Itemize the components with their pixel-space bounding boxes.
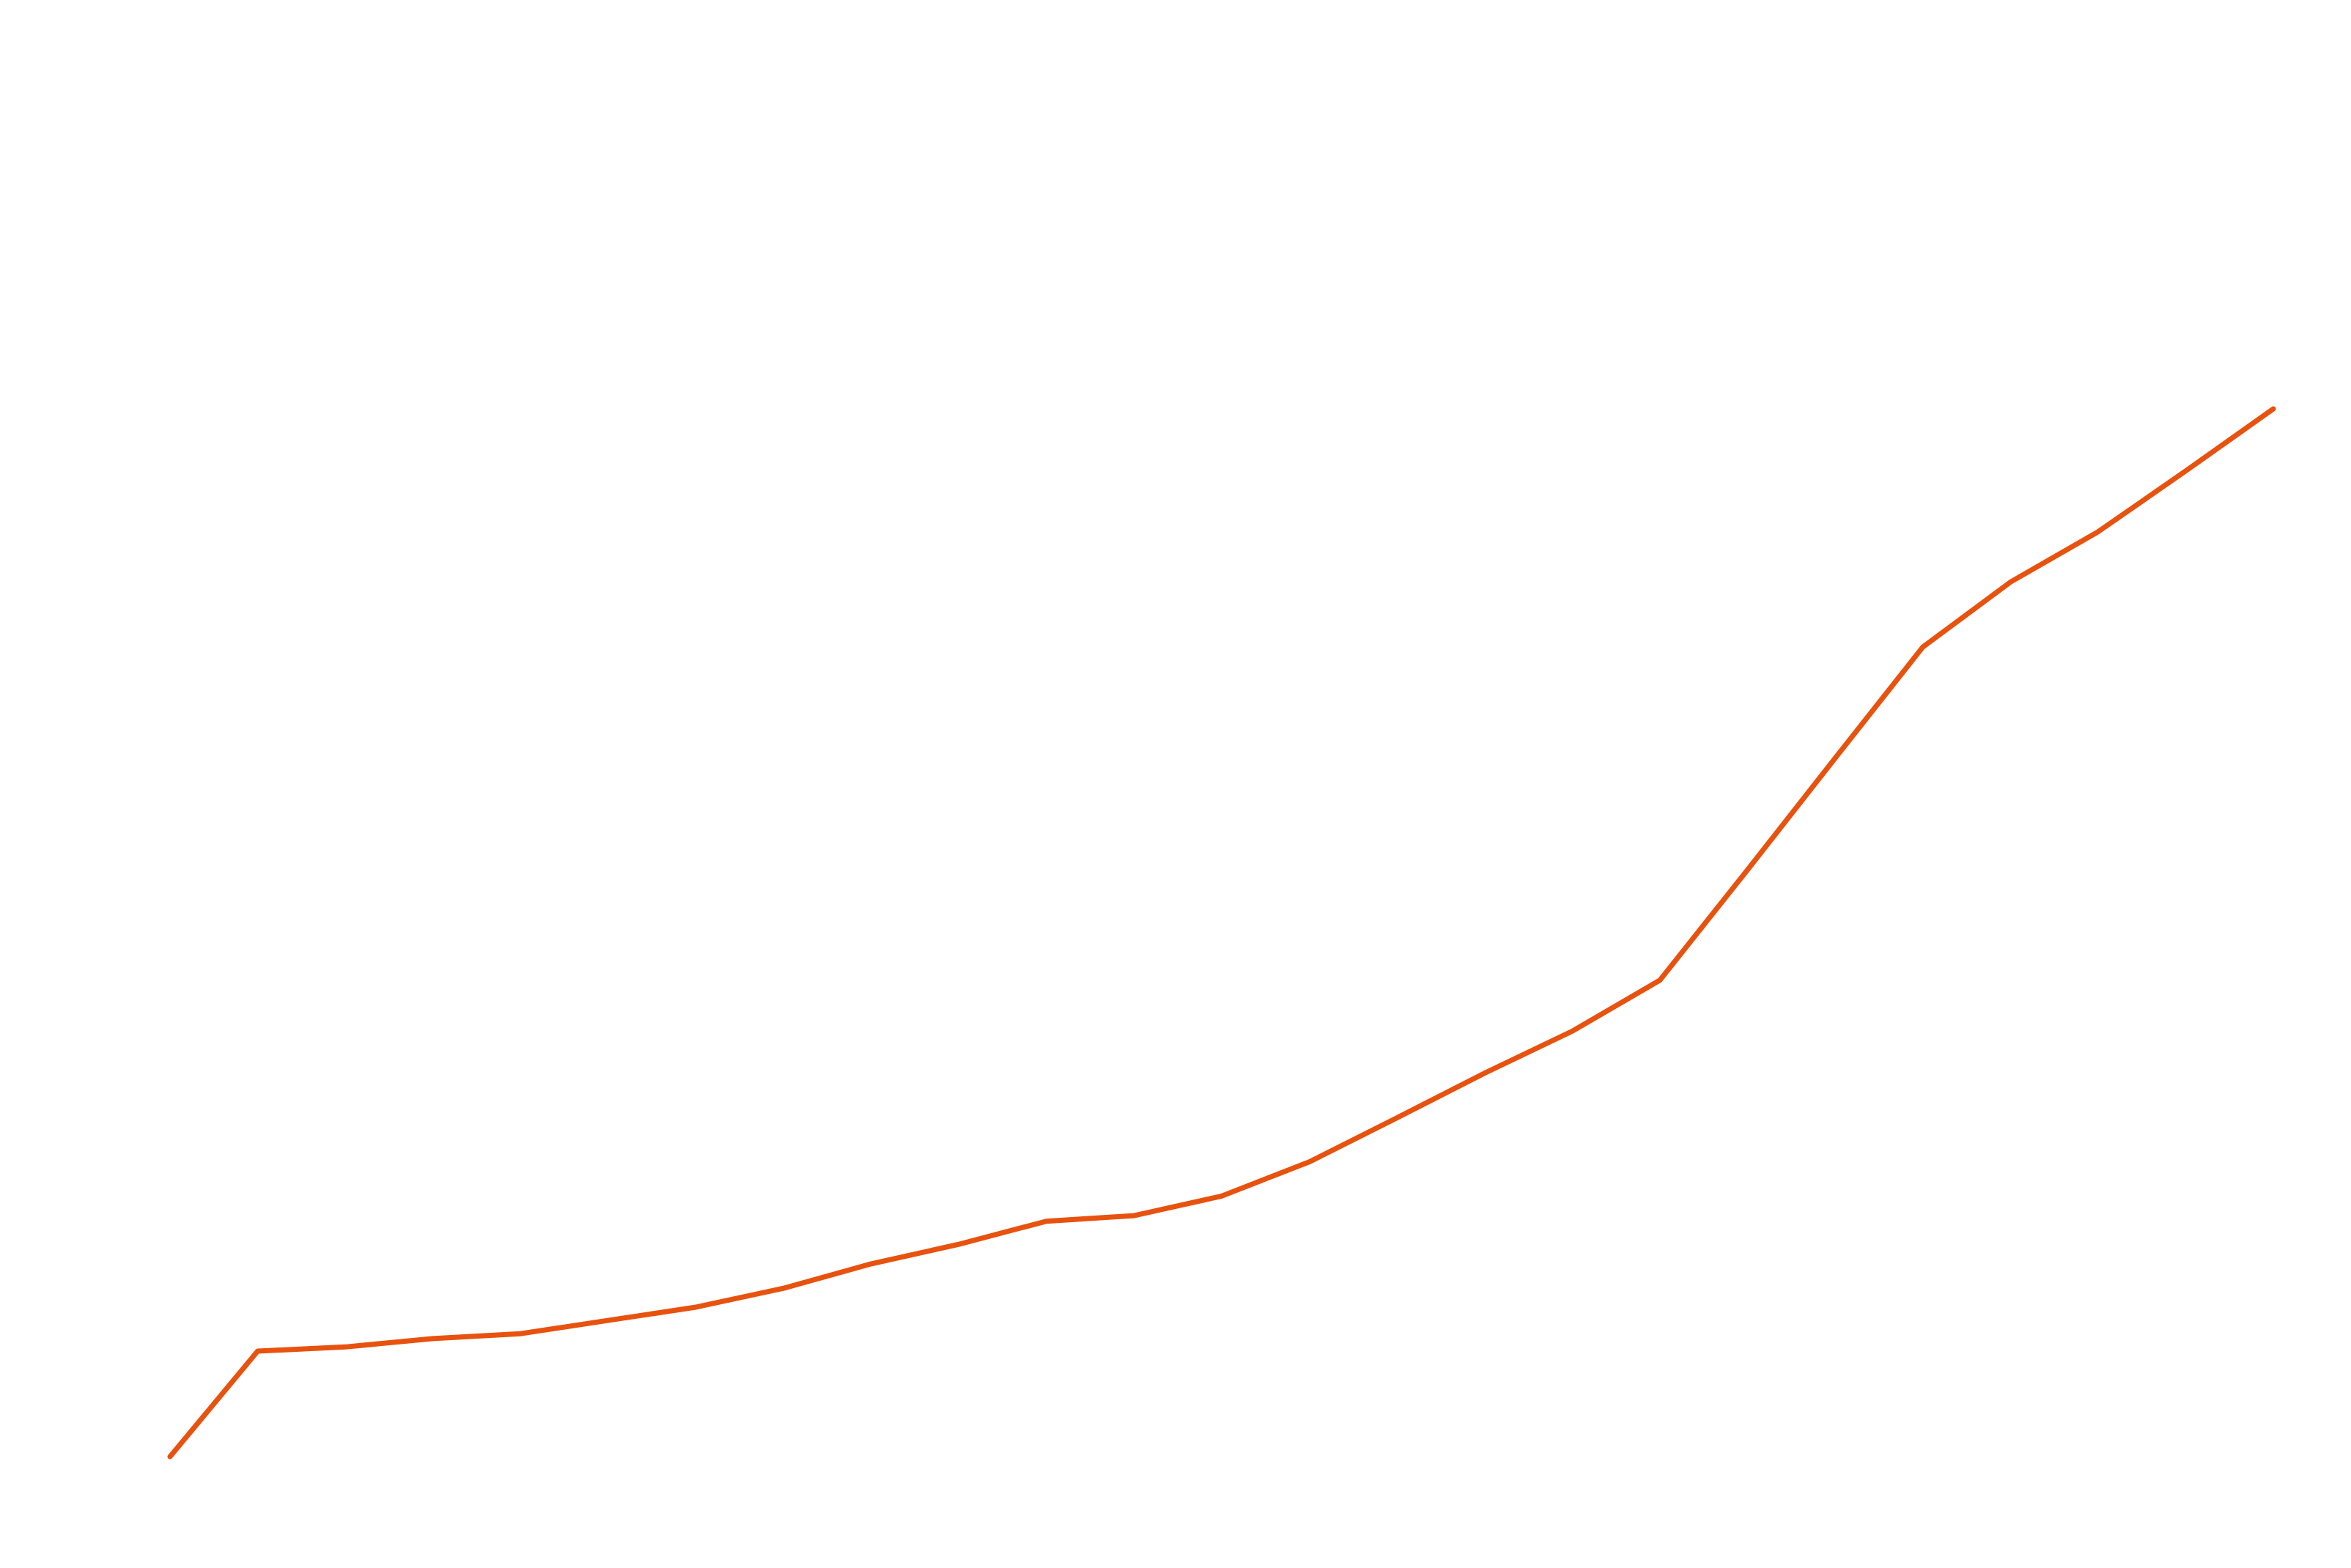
data-point [1920,645,1925,650]
data-point [1833,755,1838,761]
data-point [2008,580,2013,585]
data-point [693,1305,698,1310]
data-point [1307,1159,1312,1164]
data-point [1395,1115,1400,1120]
data-point [343,1345,348,1350]
data-point [781,1286,786,1291]
data-point [1132,1213,1137,1218]
data-point [255,1349,260,1354]
series-layer [167,406,2276,1460]
data-point [1482,1070,1487,1076]
data-point [2183,468,2188,473]
data-point [2271,407,2276,412]
data-point [1745,868,1750,873]
data-point [1657,977,1662,983]
data-point [605,1318,610,1323]
data-point [1044,1218,1049,1224]
data-point [430,1336,435,1341]
data-point [956,1242,962,1247]
data-point [868,1261,874,1266]
data-point [1570,1029,1575,1034]
data-point [518,1331,523,1336]
series-line-0 [167,406,2276,1460]
data-point [168,1454,173,1460]
data-point [2095,529,2100,534]
data-point [1219,1194,1225,1199]
